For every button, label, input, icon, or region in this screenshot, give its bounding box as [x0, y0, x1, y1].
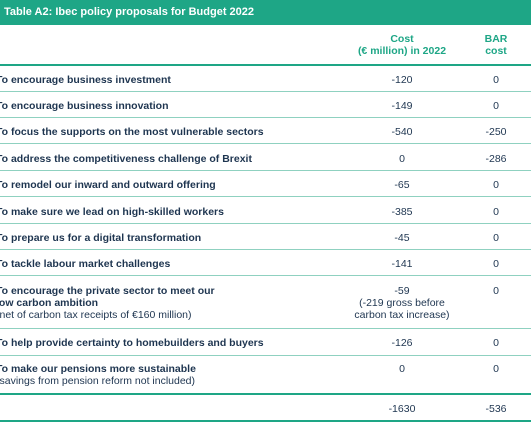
row-bar-cost: 0 [493, 100, 499, 112]
row-bar-cost: 0 [493, 363, 499, 375]
row-label: To remodel our inward and outward offeri… [0, 179, 216, 191]
row-divider [0, 91, 531, 92]
row-cost: -385 [391, 206, 413, 218]
row-label: To encourage business innovation [0, 100, 169, 112]
row-label-line2: low carbon ambition [0, 297, 99, 309]
row-label: To encourage business investment [0, 74, 171, 86]
row-label: To tackle labour market challenges [0, 258, 171, 270]
row-cost: -59 [394, 285, 410, 297]
row-cost: -149 [391, 100, 413, 112]
column-header-cost-line2: (€ million) in 2022 [357, 45, 447, 57]
row-bar-cost: 0 [493, 74, 499, 86]
row-cost: -65 [394, 179, 410, 191]
row-bar-cost: -286 [485, 153, 507, 165]
row-bar-cost: 0 [493, 285, 499, 297]
row-label: To help provide certainty to homebuilder… [0, 337, 264, 349]
row-label: To prepare us for a digital transformati… [0, 232, 202, 244]
row-sublabel: (net of carbon tax receipts of €160 mill… [0, 309, 192, 321]
row-bar-cost: 0 [493, 206, 499, 218]
column-header-bar-line2: cost [485, 45, 507, 57]
row-cost-note-line1: (-219 gross before [359, 297, 445, 309]
row-cost-note-line2: carbon tax increase) [354, 309, 450, 321]
row-bar-cost: 0 [493, 179, 499, 191]
row-divider [0, 328, 531, 329]
row-divider [0, 117, 531, 118]
row-cost: -126 [391, 337, 413, 349]
table-title: Table A2: Ibec policy proposals for Budg… [0, 0, 531, 25]
row-label: To make our pensions more sustainable [0, 363, 196, 375]
totals-divider [0, 393, 531, 395]
column-header-bar-line1: BAR [484, 33, 508, 45]
row-cost: 0 [399, 153, 405, 165]
row-sublabel: (savings from pension reform not include… [0, 375, 196, 387]
row-cost: -540 [391, 126, 413, 138]
row-cost: -141 [391, 258, 413, 270]
row-bar-cost: 0 [493, 337, 499, 349]
column-header-bar: BAR cost [466, 33, 526, 57]
row-label: To focus the supports on the most vulner… [0, 126, 264, 138]
row-divider [0, 249, 531, 250]
row-divider [0, 355, 531, 356]
row-bar-cost: -250 [485, 126, 507, 138]
header-divider [0, 64, 531, 66]
row-label-line1: To encourage the private sector to meet … [0, 285, 215, 297]
total-cost: -1630 [388, 403, 416, 415]
row-divider [0, 196, 531, 197]
row-cost: 0 [399, 363, 405, 375]
total-bar-cost: -536 [485, 403, 507, 415]
row-label: To make sure we lead on high-skilled wor… [0, 206, 224, 218]
row-divider [0, 223, 531, 224]
column-header-cost-line1: Cost [390, 33, 414, 45]
row-bar-cost: 0 [493, 232, 499, 244]
row-cost: -45 [394, 232, 410, 244]
row-divider [0, 170, 531, 171]
row-cost: -120 [391, 74, 413, 86]
column-header-cost: Cost (€ million) in 2022 [340, 33, 464, 57]
row-bar-cost: 0 [493, 258, 499, 270]
row-divider [0, 143, 531, 144]
row-label: To address the competitiveness challenge… [0, 153, 252, 165]
bottom-divider [0, 420, 531, 422]
row-divider [0, 275, 531, 276]
